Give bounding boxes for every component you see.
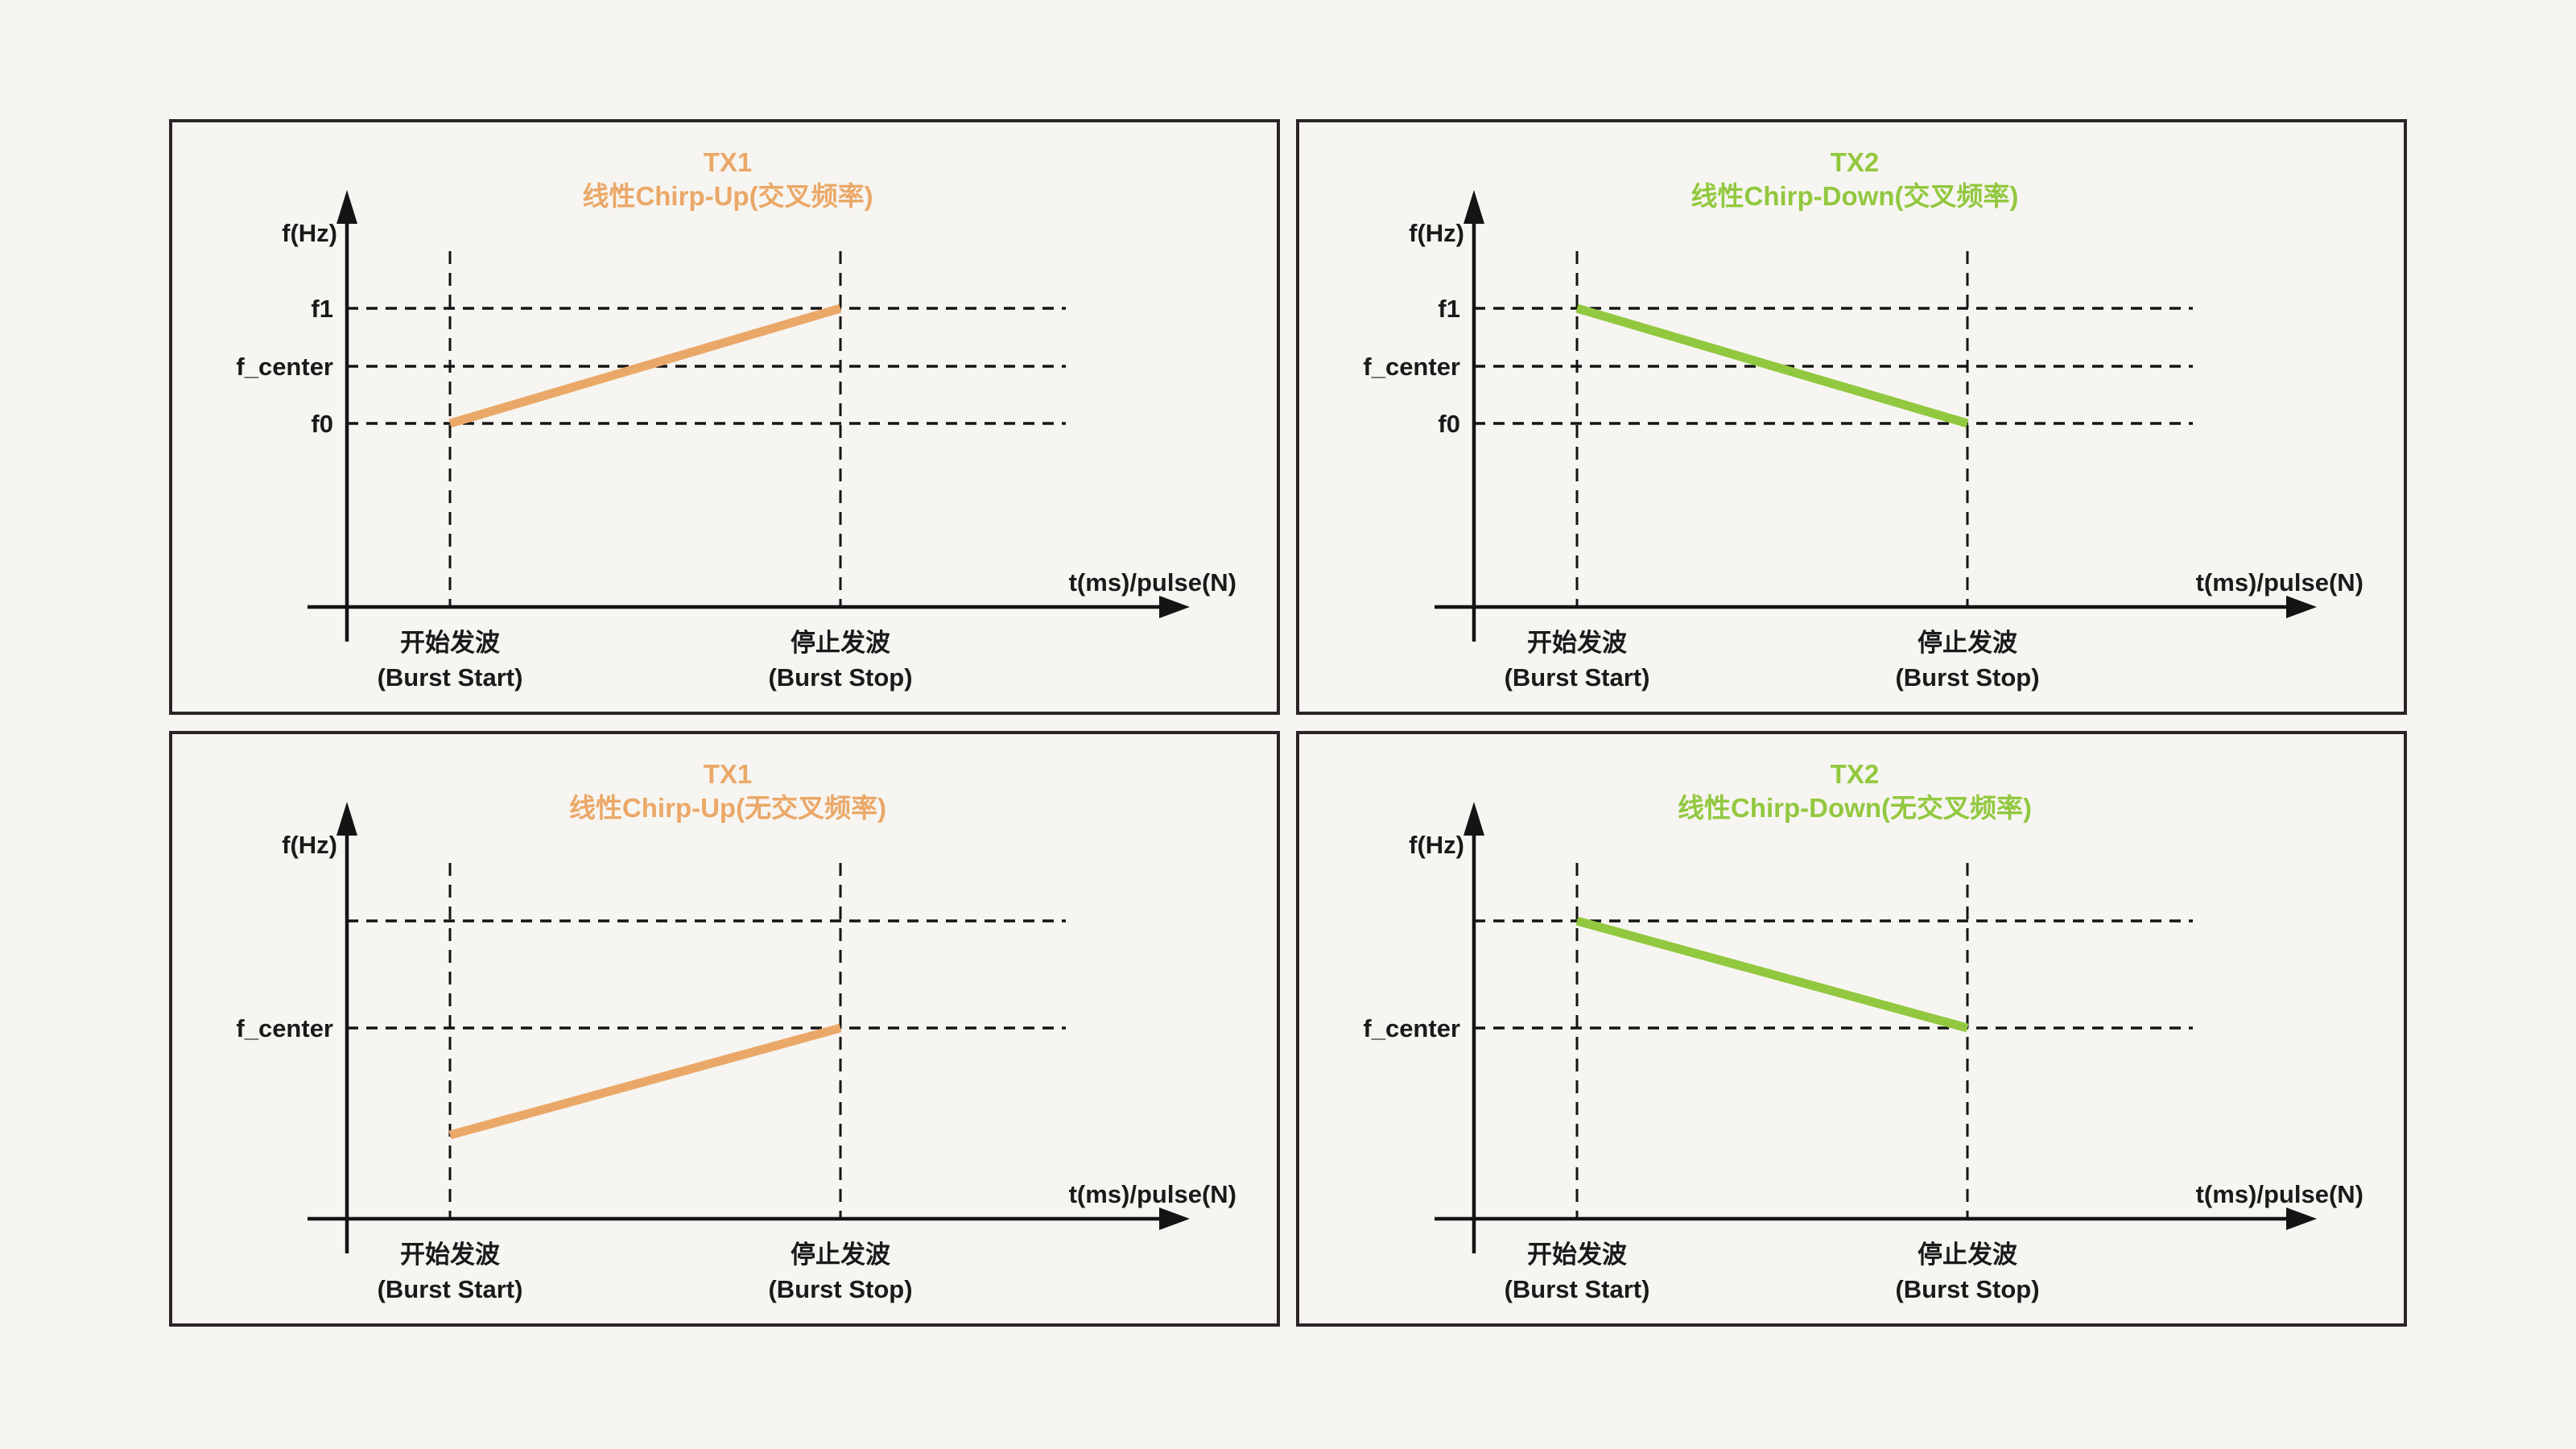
- panel-title-line1: TX1: [704, 759, 753, 789]
- burst-stop-label-en: (Burst Stop): [1895, 663, 2039, 691]
- f-center-label: f_center: [236, 1014, 333, 1042]
- f-center-label: f_center: [1363, 353, 1460, 381]
- y-axis-label: f(Hz): [282, 219, 337, 247]
- panel-title-line1: TX1: [704, 147, 753, 177]
- f0-label: f0: [311, 410, 333, 438]
- f0-label: f0: [1438, 410, 1460, 438]
- burst-stop-label-zh: 停止发波: [1918, 1241, 2017, 1269]
- f1-label: f1: [311, 295, 333, 323]
- burst-start-label-zh: 开始发波: [400, 1241, 500, 1269]
- plot-tx1-crossed: TX1 线性Chirp-Up(交叉频率) f(Hz) f1 f_center f…: [236, 147, 1236, 691]
- y-axis-arrow-icon: [1463, 190, 1484, 224]
- panel-title-line1: TX2: [1831, 147, 1880, 177]
- panel-tx1-crossed: TX1 线性Chirp-Up(交叉频率) f(Hz) f1 f_center f…: [169, 119, 1280, 715]
- f1-label: f1: [1438, 295, 1460, 323]
- burst-start-label-en: (Burst Start): [1505, 1275, 1650, 1303]
- burst-start-label-en: (Burst Start): [378, 663, 523, 691]
- burst-start-label-zh: 开始发波: [400, 629, 500, 657]
- burst-stop-label-zh: 停止发波: [791, 1241, 890, 1269]
- chirp-line: [448, 303, 842, 428]
- burst-start-label-zh: 开始发波: [1527, 1241, 1627, 1269]
- y-axis-arrow-icon: [1463, 802, 1484, 836]
- burst-start-label-zh: 开始发波: [1527, 629, 1627, 657]
- x-axis-arrow-icon: [2286, 1208, 2317, 1230]
- chirp-line: [448, 1023, 842, 1140]
- x-axis-label: t(ms)/pulse(N): [1069, 568, 1236, 597]
- burst-stop-label-en: (Burst Stop): [1895, 1275, 2039, 1303]
- panel-tx1-uncrossed: TX1 线性Chirp-Up(无交叉频率) f(Hz) f_center t(m…: [169, 731, 1280, 1327]
- y-axis-label: f(Hz): [1409, 831, 1464, 859]
- x-axis-label: t(ms)/pulse(N): [1069, 1180, 1236, 1208]
- x-axis-arrow-icon: [1159, 596, 1190, 618]
- plot-tx1-uncrossed: TX1 线性Chirp-Up(无交叉频率) f(Hz) f_center t(m…: [236, 759, 1236, 1303]
- y-axis-arrow-icon: [336, 802, 357, 836]
- burst-start-label-en: (Burst Start): [1505, 663, 1650, 691]
- chirp-line: [1575, 916, 1969, 1033]
- burst-stop-label-zh: 停止发波: [791, 629, 890, 657]
- f-center-label: f_center: [1363, 1014, 1460, 1042]
- burst-stop-label-zh: 停止发波: [1918, 629, 2017, 657]
- panel-title-line2: 线性Chirp-Up(无交叉频率): [569, 793, 886, 823]
- panel-title-line2: 线性Chirp-Down(无交叉频率): [1678, 793, 2032, 823]
- plot-tx2-crossed: TX2 线性Chirp-Down(交叉频率) f(Hz) f1 f_center…: [1363, 147, 2363, 691]
- burst-stop-label-en: (Burst Stop): [768, 1275, 912, 1303]
- f-center-label: f_center: [236, 353, 333, 381]
- burst-stop-label-en: (Burst Stop): [768, 663, 912, 691]
- x-axis-label: t(ms)/pulse(N): [2196, 1180, 2363, 1208]
- panel-title-line1: TX2: [1831, 759, 1880, 789]
- y-axis-label: f(Hz): [282, 831, 337, 859]
- chirp-line: [1575, 303, 1969, 428]
- panel-title-line2: 线性Chirp-Up(交叉频率): [582, 181, 873, 211]
- x-axis-label: t(ms)/pulse(N): [2196, 568, 2363, 597]
- plot-tx2-uncrossed: TX2 线性Chirp-Down(无交叉频率) f(Hz) f_center t…: [1363, 759, 2363, 1303]
- x-axis-arrow-icon: [2286, 596, 2317, 618]
- y-axis-label: f(Hz): [1409, 219, 1464, 247]
- burst-start-label-en: (Burst Start): [378, 1275, 523, 1303]
- panel-tx2-crossed: TX2 线性Chirp-Down(交叉频率) f(Hz) f1 f_center…: [1296, 119, 2407, 715]
- panel-title-line2: 线性Chirp-Down(交叉频率): [1691, 181, 2019, 211]
- panel-tx2-uncrossed: TX2 线性Chirp-Down(无交叉频率) f(Hz) f_center t…: [1296, 731, 2407, 1327]
- x-axis-arrow-icon: [1159, 1208, 1190, 1230]
- y-axis-arrow-icon: [336, 190, 357, 224]
